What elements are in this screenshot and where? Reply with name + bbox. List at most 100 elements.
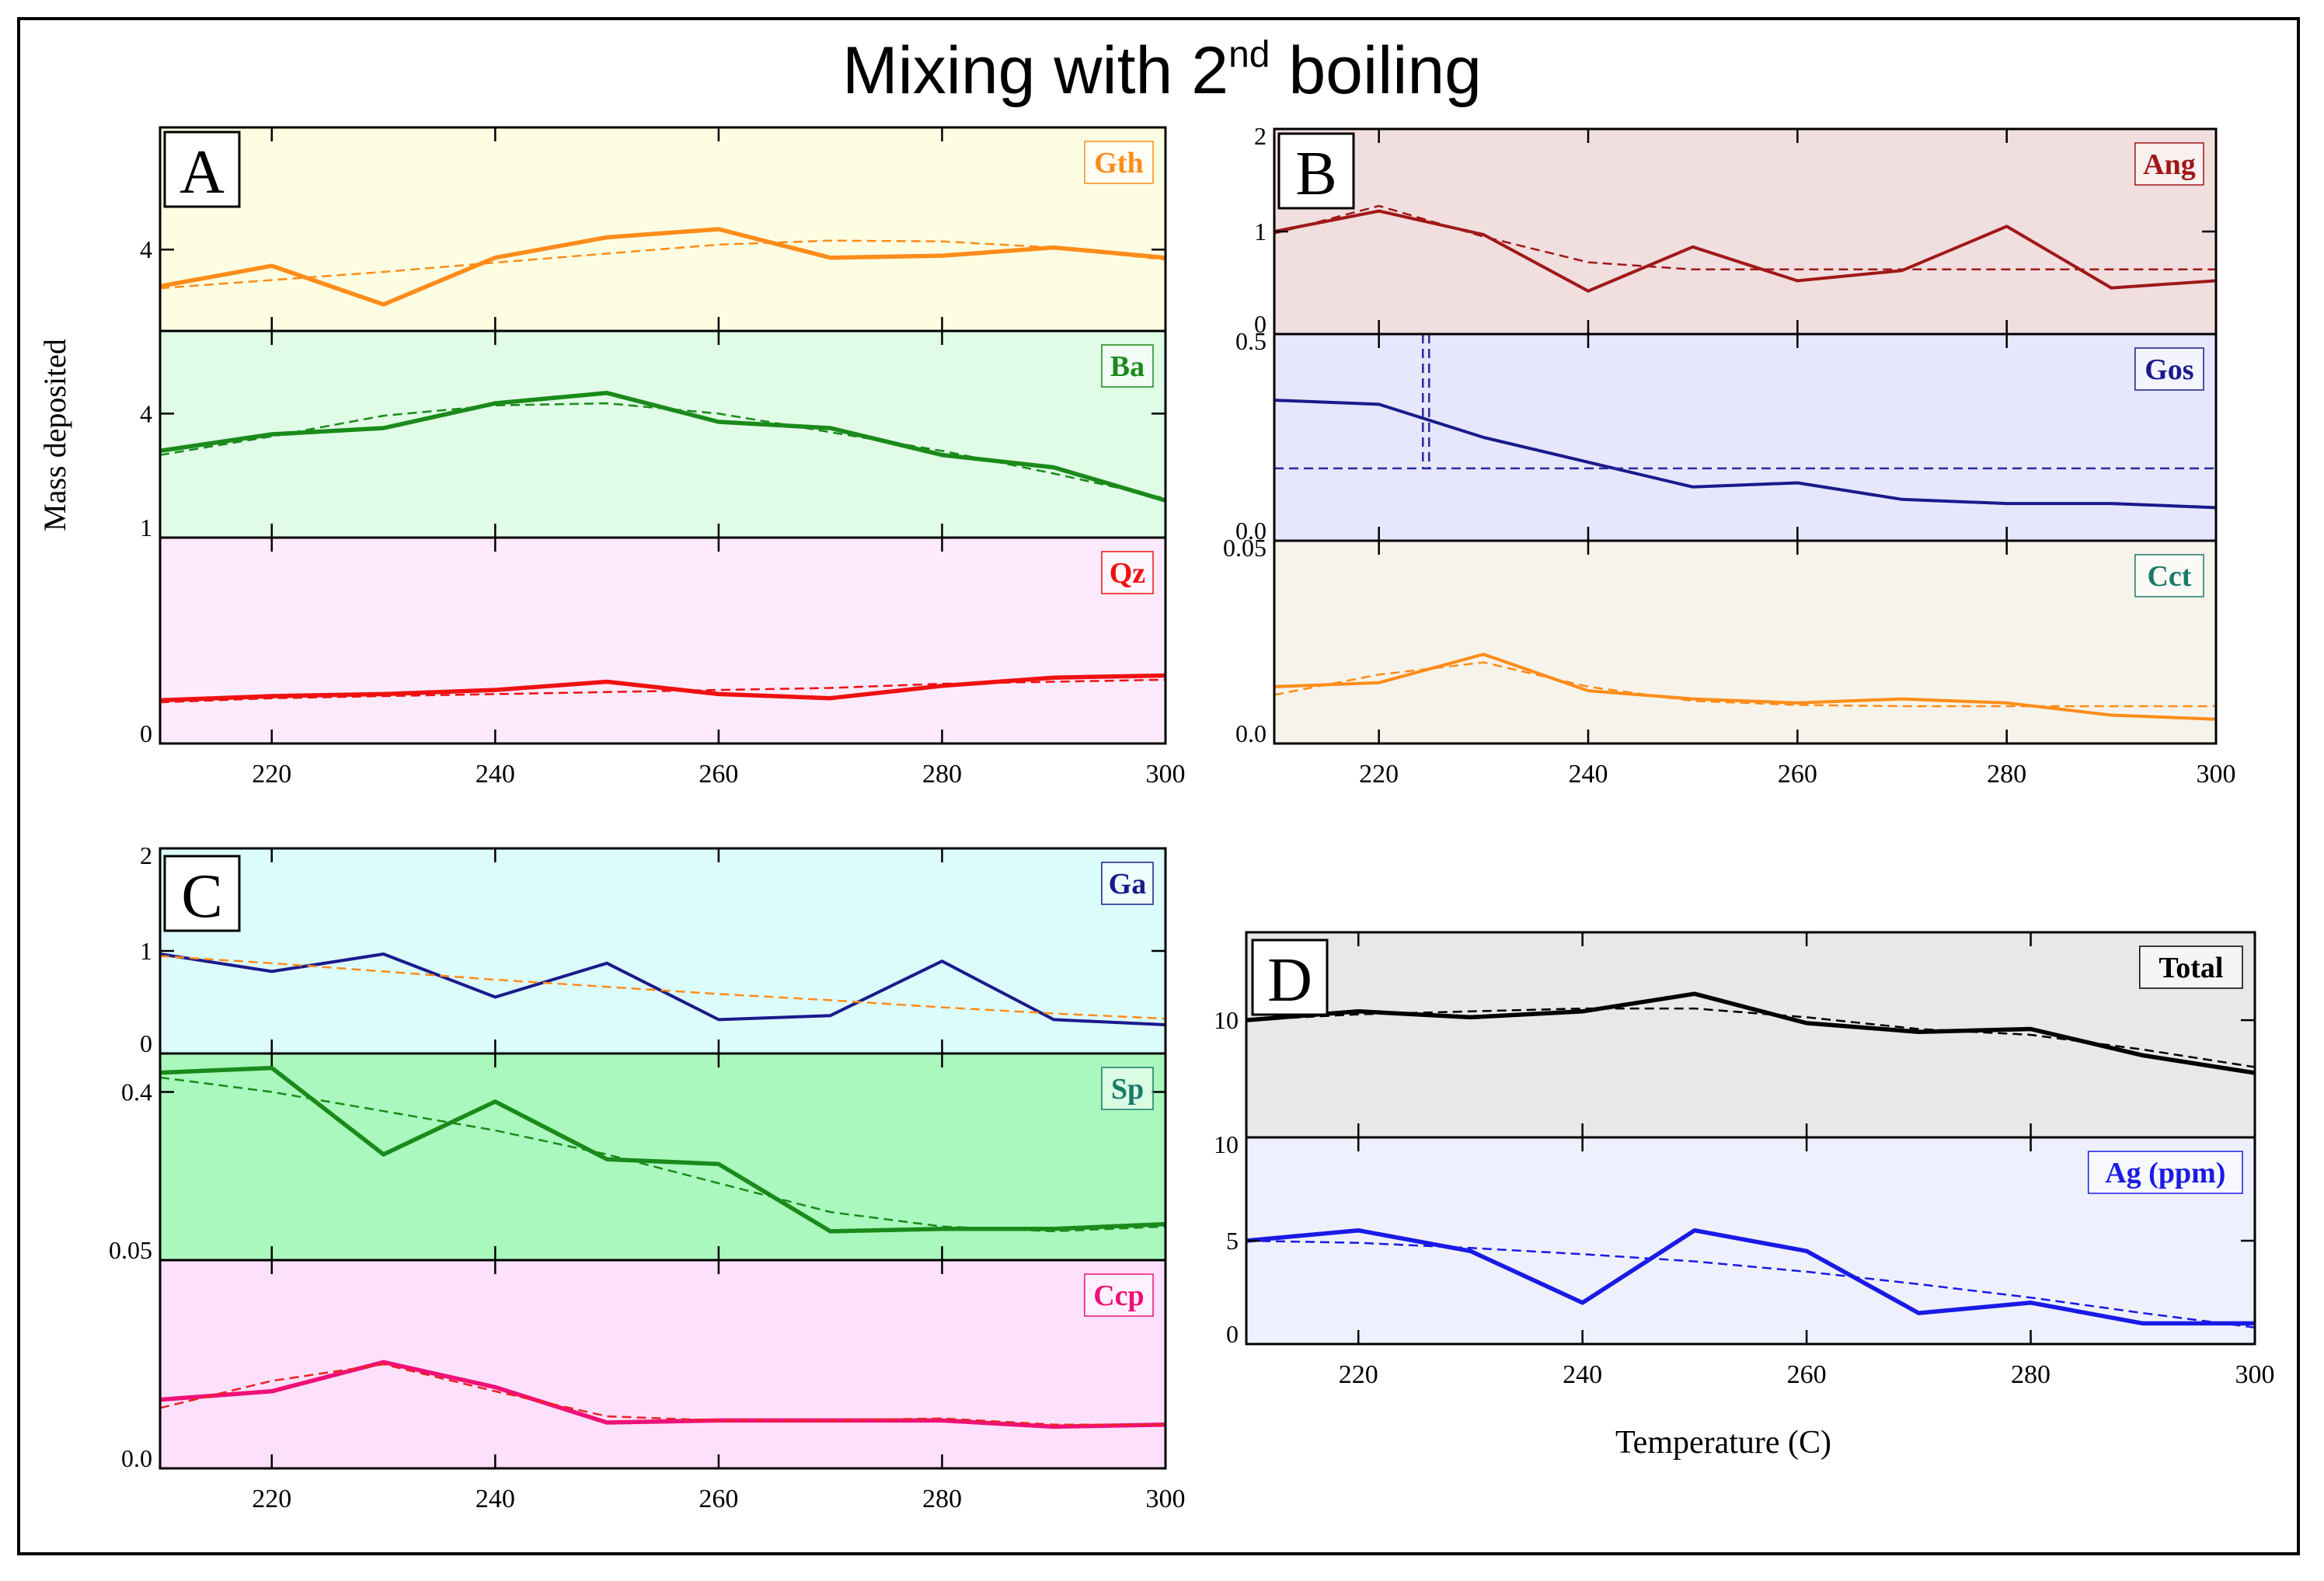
series-line-sp-trend — [160, 1076, 1165, 1233]
subplot-background-ang — [1274, 129, 2216, 334]
panel-letter-box-b — [1277, 132, 1355, 210]
series-line-ccp-trend — [160, 1363, 1165, 1426]
mineral-label-ang: Ang — [2143, 148, 2196, 181]
series-line-total-trend — [1246, 1007, 2255, 1068]
y-tick-label: 4 — [140, 399, 152, 427]
subplot-frame-cct — [1273, 539, 2218, 745]
x-tick-label: 240 — [476, 1485, 515, 1513]
y-tick-label: 10 — [1214, 1130, 1239, 1158]
x-tick-label: 260 — [1778, 760, 1817, 789]
mineral-label-box — [2134, 554, 2204, 597]
y-tick-label: 0 — [140, 1029, 152, 1057]
y-tick-label: 0.4 — [121, 1078, 152, 1106]
y-tick-label: 4 — [140, 235, 152, 263]
y-axis-label: Mass deposited — [37, 339, 72, 531]
x-tick-label: 240 — [1569, 760, 1608, 789]
mineral-label-box — [2139, 945, 2243, 989]
series-line-ba-trend — [160, 402, 1165, 500]
y-tick-label: 0 — [140, 719, 152, 747]
mineral-label-box — [1101, 551, 1154, 594]
subplot-total: 10 Total — [1214, 931, 2256, 1139]
series-line-gth-trend — [160, 239, 1165, 290]
mineral-label-total: Total — [2158, 952, 2223, 984]
subplot-sp: 0.4 0.05 Sp — [109, 1052, 1167, 1264]
mineral-label-box — [2134, 347, 2204, 391]
mineral-label-box — [2087, 1151, 2243, 1194]
panel-letter-box-a — [163, 131, 241, 208]
x-tick-label: 220 — [252, 1485, 291, 1513]
mineral-label-sp: Sp — [1111, 1073, 1144, 1106]
subplot-background-ccp — [160, 1260, 1165, 1468]
y-tick-label: 1 — [140, 937, 152, 965]
x-tick-label: 280 — [922, 1485, 962, 1513]
series-line-ba — [160, 391, 1165, 503]
mineral-label-qz: Qz — [1110, 557, 1146, 590]
mineral-label-box — [2134, 142, 2204, 186]
panel-letter-box-c — [163, 855, 241, 932]
figure-title: Mixing with 2nd boiling — [0, 33, 2324, 110]
panel-letter-b: B — [1295, 140, 1336, 208]
y-tick-label: 1 — [1254, 218, 1267, 246]
x-tick-label: 300 — [1146, 1485, 1186, 1513]
y-tick-label: 2 — [1254, 122, 1267, 150]
series-line-sp — [160, 1065, 1165, 1234]
series-line-ag-trend — [1246, 1239, 2255, 1329]
x-tick-label: 220 — [1339, 1360, 1378, 1389]
x-tick-label: 260 — [699, 760, 738, 789]
subplot-background-gos — [1274, 334, 2216, 541]
subplot-background-total — [1246, 932, 2255, 1137]
series-line-gos — [1274, 399, 2216, 510]
series-line-cct — [1274, 653, 2216, 721]
subplot-frame-ccp — [159, 1259, 1167, 1470]
series-line-qz-trend — [160, 678, 1165, 704]
y-tick-label: 5 — [1226, 1227, 1239, 1255]
x-tick-label: 240 — [476, 760, 515, 789]
x-tick-label: 220 — [252, 760, 291, 789]
y-tick-label: 0.0 — [1235, 719, 1267, 747]
series-line-ccp — [160, 1360, 1165, 1430]
mineral-label-cct: Cct — [2147, 560, 2191, 593]
mineral-label-ba: Ba — [1110, 350, 1145, 383]
title-tail: boiling — [1270, 33, 1482, 108]
title-superscript: nd — [1228, 34, 1270, 76]
series-line-ga-trend — [160, 955, 1165, 1020]
subplot-cct: 0.05 0.0 Cct 220 240 260 280 300 — [1223, 534, 2236, 789]
x-axis-label: Temperature (C) — [1615, 1425, 1831, 1461]
subplot-background-ba — [160, 331, 1165, 538]
mineral-label-ccp: Ccp — [1093, 1280, 1144, 1312]
panel-letter-a: A — [179, 138, 225, 207]
x-tick-label: 280 — [922, 760, 962, 789]
subplot-ang: 2 1 0 Ang — [1254, 122, 2218, 338]
y-tick-label: 2 — [140, 841, 152, 869]
x-tick-label: 300 — [2235, 1360, 2275, 1389]
x-tick-label: 280 — [1987, 760, 2026, 789]
y-tick-label: 0.0 — [1235, 517, 1267, 545]
subplot-background-gth — [160, 127, 1165, 331]
subplot-qz: 0 Qz 220 240 260 280 300 — [140, 536, 1186, 789]
panel-letter-c: C — [181, 862, 222, 931]
series-line-ag-ppm — [1246, 1228, 2255, 1326]
mineral-label-box — [1101, 862, 1154, 905]
mineral-label-box — [1084, 141, 1154, 184]
y-tick-label: 0.05 — [1223, 534, 1267, 562]
mineral-label-ga: Ga — [1109, 868, 1147, 900]
x-tick-label: 280 — [2011, 1360, 2050, 1389]
x-tick-label: 300 — [1146, 760, 1186, 789]
mineral-label-gth: Gth — [1094, 147, 1143, 179]
y-tick-label: 1 — [140, 514, 152, 542]
series-line-ang — [1274, 209, 2216, 293]
subplot-ccp: 0.0 Ccp 220 240 260 280 300 — [121, 1259, 1186, 1513]
series-line-gth — [160, 227, 1165, 307]
y-tick-label: 0.05 — [109, 1236, 152, 1264]
y-tick-label: 10 — [1214, 1006, 1239, 1034]
x-tick-label: 260 — [699, 1485, 738, 1513]
mineral-label-box — [1101, 344, 1154, 388]
x-tick-label: 220 — [1359, 760, 1399, 789]
y-tick-label: 0.5 — [1235, 327, 1267, 355]
x-tick-label: 260 — [1787, 1360, 1827, 1389]
subplot-ga: 2 1 0 Ga — [140, 841, 1167, 1057]
mineral-label-box — [1084, 1273, 1154, 1317]
figure-frame — [17, 17, 2300, 1555]
